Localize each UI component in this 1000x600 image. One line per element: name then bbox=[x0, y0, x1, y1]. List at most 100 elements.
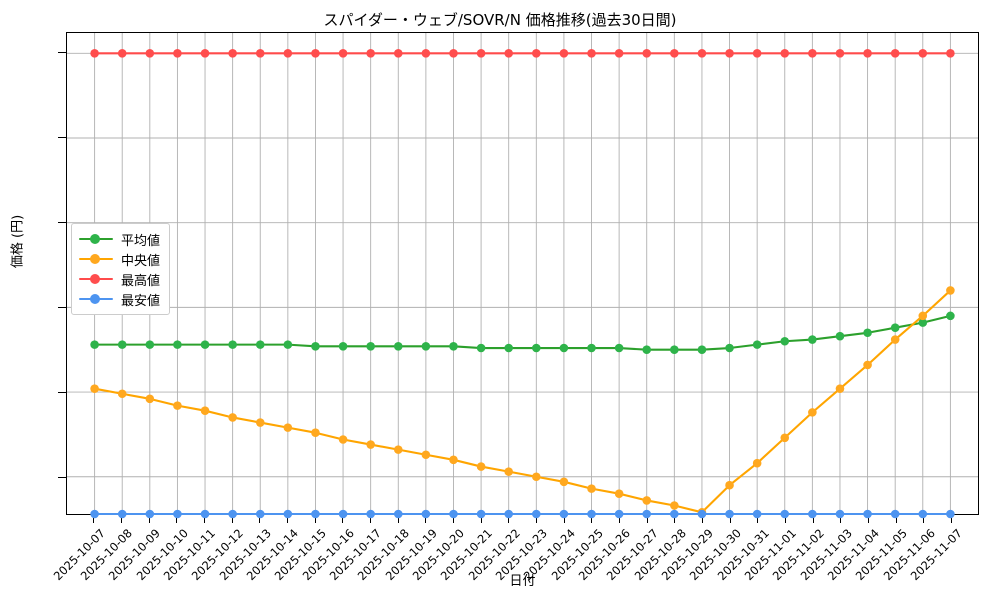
data-point-marker bbox=[228, 340, 237, 349]
x-tick-mark bbox=[646, 515, 648, 523]
y-tick-mark bbox=[58, 307, 66, 309]
data-point-marker bbox=[725, 343, 734, 353]
x-tick-mark bbox=[674, 515, 676, 523]
data-point-marker bbox=[863, 49, 872, 58]
data-point-marker bbox=[725, 480, 734, 490]
x-tick-mark bbox=[950, 515, 952, 523]
data-point-marker bbox=[476, 49, 486, 58]
legend-marker-icon bbox=[79, 252, 113, 266]
legend-item-1[interactable]: 中央値 bbox=[79, 249, 160, 269]
x-tick-mark bbox=[867, 515, 869, 523]
x-tick-mark bbox=[369, 515, 371, 523]
data-point-marker bbox=[421, 509, 431, 519]
data-point-marker bbox=[532, 49, 541, 58]
data-point-marker bbox=[752, 340, 762, 349]
data-point-marker bbox=[393, 49, 403, 58]
series-line bbox=[93, 314, 952, 351]
legend-label: 平均値 bbox=[121, 233, 161, 249]
legend-label: 最安値 bbox=[121, 293, 161, 309]
data-point-marker bbox=[228, 49, 237, 58]
data-point-marker bbox=[946, 49, 955, 58]
data-point-marker bbox=[311, 509, 320, 519]
data-point-marker bbox=[808, 49, 817, 58]
x-tick-mark bbox=[259, 515, 261, 523]
data-point-marker bbox=[532, 343, 541, 353]
data-point-marker bbox=[173, 49, 182, 58]
data-point-marker bbox=[366, 342, 375, 351]
data-point-marker bbox=[559, 343, 569, 353]
data-point-marker bbox=[476, 509, 486, 519]
data-point-marker bbox=[338, 342, 348, 351]
x-axis-label: 日付 bbox=[509, 574, 536, 589]
data-point-marker bbox=[697, 345, 707, 354]
data-point-marker bbox=[946, 509, 955, 519]
data-point-marker bbox=[918, 509, 928, 519]
data-point-marker bbox=[642, 49, 652, 58]
data-point-marker bbox=[255, 418, 265, 427]
x-tick-mark bbox=[812, 515, 814, 523]
data-point-marker bbox=[421, 450, 431, 460]
data-point-marker bbox=[504, 509, 513, 519]
data-point-marker bbox=[145, 394, 155, 404]
data-point-marker bbox=[752, 509, 762, 519]
data-point-marker bbox=[752, 458, 762, 468]
data-point-marker bbox=[200, 509, 210, 519]
legend-marker-icon bbox=[79, 272, 113, 286]
data-point-marker bbox=[587, 49, 596, 58]
data-point-marker bbox=[366, 49, 375, 58]
data-point-marker bbox=[117, 389, 127, 399]
data-point-marker bbox=[366, 509, 375, 519]
data-point-marker bbox=[449, 455, 458, 465]
x-tick-mark bbox=[757, 515, 759, 523]
x-tick-mark bbox=[425, 515, 427, 523]
plot-area bbox=[66, 32, 979, 519]
x-tick-mark bbox=[203, 515, 205, 523]
x-tick-mark bbox=[93, 515, 95, 523]
legend-item-3[interactable]: 最安値 bbox=[79, 289, 160, 309]
x-tick-mark bbox=[923, 515, 925, 523]
data-point-marker bbox=[863, 328, 872, 338]
data-point-marker bbox=[918, 318, 928, 327]
legend-item-0[interactable]: 平均値 bbox=[79, 229, 160, 249]
x-tick-mark bbox=[176, 515, 178, 523]
x-tick-mark bbox=[480, 515, 482, 523]
data-point-marker bbox=[504, 343, 513, 353]
x-tick-mark bbox=[895, 515, 897, 523]
data-point-marker bbox=[918, 311, 928, 321]
data-point-marker bbox=[890, 335, 900, 344]
data-point-marker bbox=[918, 49, 928, 58]
data-point-marker bbox=[614, 509, 624, 519]
data-point-marker bbox=[890, 509, 900, 519]
data-point-marker bbox=[670, 345, 679, 354]
series-line bbox=[93, 289, 952, 514]
x-tick-mark bbox=[286, 515, 288, 523]
data-point-marker bbox=[90, 340, 99, 349]
data-point-marker bbox=[863, 360, 872, 370]
data-point-marker bbox=[670, 509, 679, 519]
x-tick-mark bbox=[148, 515, 150, 523]
legend-marker-icon bbox=[79, 232, 113, 246]
data-point-marker bbox=[780, 336, 790, 346]
x-tick-mark bbox=[120, 515, 122, 523]
data-point-marker bbox=[835, 384, 845, 393]
data-point-marker bbox=[255, 509, 265, 519]
data-point-marker bbox=[725, 49, 734, 58]
data-point-marker bbox=[559, 477, 569, 487]
x-tick-mark bbox=[452, 515, 454, 523]
data-point-marker bbox=[449, 49, 458, 58]
y-axis-label: 価格 (円) bbox=[10, 214, 26, 269]
data-point-marker bbox=[532, 509, 541, 519]
data-point-marker bbox=[670, 49, 679, 58]
y-tick-mark bbox=[58, 221, 66, 224]
chart-legend: 平均値 中央値 最高値最安値 bbox=[71, 223, 171, 315]
x-tick-mark bbox=[397, 515, 399, 523]
data-point-marker bbox=[228, 413, 237, 422]
data-point-marker bbox=[338, 435, 348, 444]
data-point-marker bbox=[117, 509, 127, 519]
data-point-marker bbox=[145, 509, 155, 519]
data-point-marker bbox=[90, 49, 99, 58]
x-tick-mark bbox=[729, 515, 731, 523]
data-point-marker bbox=[200, 340, 210, 349]
data-point-marker bbox=[670, 501, 679, 510]
legend-item-2[interactable]: 最高値 bbox=[79, 269, 160, 289]
